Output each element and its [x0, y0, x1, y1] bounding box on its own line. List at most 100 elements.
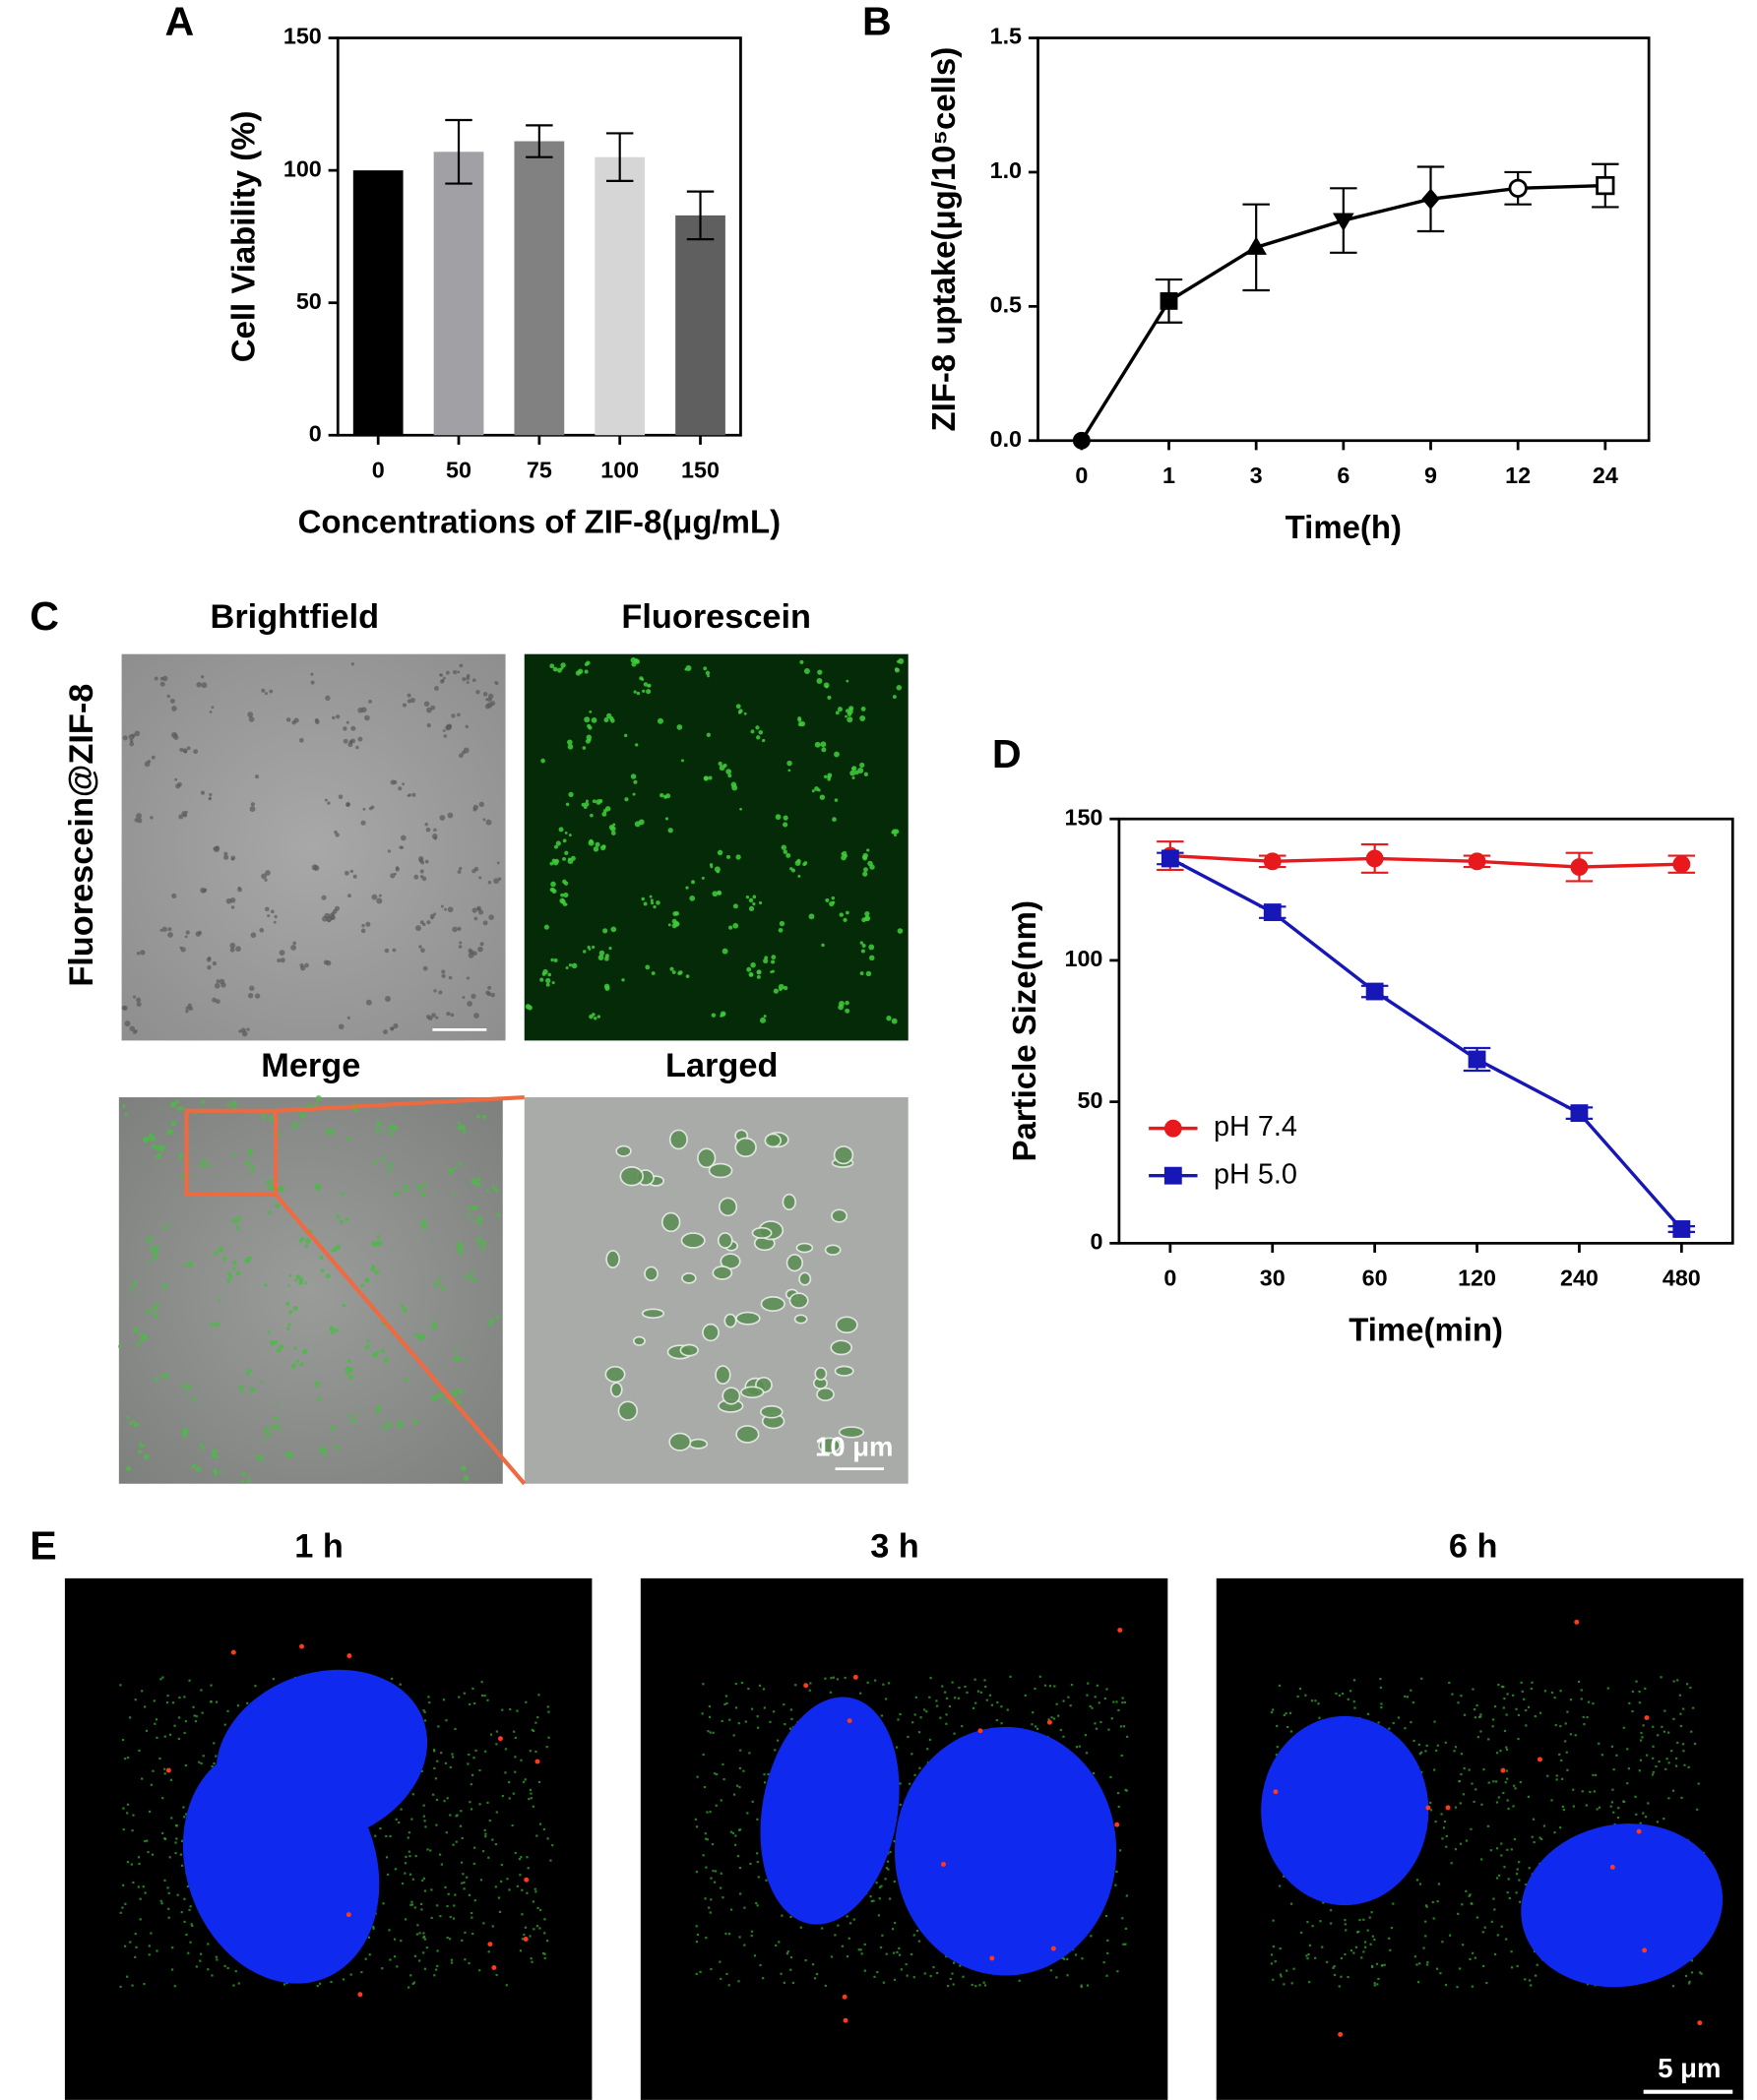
- cell: [137, 1339, 142, 1344]
- cell: [490, 992, 496, 998]
- speck: [1498, 1874, 1501, 1877]
- cell: [324, 912, 331, 919]
- cell: [418, 945, 422, 949]
- speck: [769, 1720, 772, 1723]
- y-axis-title: ZIF-8 uptake(μg/10⁵cells): [925, 47, 962, 432]
- speck: [122, 1828, 125, 1831]
- cell: [755, 725, 760, 730]
- speck: [1441, 1941, 1444, 1944]
- x-tick-label: 0: [1163, 1266, 1176, 1291]
- cell: [750, 729, 755, 734]
- cell: [487, 881, 492, 885]
- speck: [1690, 1959, 1693, 1962]
- cell: [763, 1015, 767, 1019]
- speck: [1644, 1816, 1648, 1819]
- cell: [748, 897, 754, 903]
- speck: [1586, 1983, 1590, 1986]
- speck: [459, 1824, 463, 1827]
- speck: [452, 1917, 456, 1920]
- speck: [1515, 1873, 1519, 1876]
- speck: [974, 1701, 977, 1704]
- speck: [783, 1703, 785, 1706]
- cell: [472, 804, 478, 811]
- cell: [645, 964, 651, 970]
- speck: [527, 1867, 530, 1870]
- speck: [213, 1742, 216, 1745]
- speck: [134, 1699, 137, 1701]
- cell: [145, 1239, 149, 1243]
- cell: [318, 1448, 324, 1452]
- speck: [395, 1818, 398, 1821]
- speck: [739, 1892, 742, 1895]
- cell: [314, 719, 320, 725]
- speck: [411, 1878, 414, 1881]
- cell: [433, 989, 437, 993]
- speck: [408, 1986, 410, 1989]
- speck: [1480, 1858, 1483, 1861]
- speck: [710, 1967, 713, 1971]
- cell: [457, 712, 461, 717]
- speck: [1366, 1712, 1370, 1715]
- cell: [827, 695, 832, 700]
- cell: [446, 723, 453, 730]
- speck: [535, 1834, 538, 1837]
- cell: [388, 1162, 394, 1167]
- speck: [917, 1731, 921, 1734]
- speck: [1586, 1715, 1589, 1719]
- speck: [897, 1718, 900, 1721]
- cell: [269, 1116, 275, 1122]
- cell: [558, 827, 564, 833]
- cell: [264, 906, 270, 912]
- x-tick-label: 60: [1362, 1266, 1388, 1291]
- panel-label: E: [30, 1523, 56, 1569]
- speck: [161, 1831, 164, 1835]
- speck: [984, 1685, 987, 1689]
- speck: [863, 1969, 866, 1972]
- speck: [415, 1933, 419, 1936]
- speck: [364, 1957, 367, 1960]
- speck: [1362, 1950, 1365, 1953]
- speck: [1642, 1724, 1645, 1727]
- speck: [1612, 1768, 1615, 1771]
- cell: [708, 775, 713, 780]
- cell: [835, 710, 840, 715]
- speck: [1465, 1839, 1469, 1842]
- cell: [494, 1188, 499, 1193]
- cell: [680, 759, 684, 763]
- cell: [443, 734, 448, 738]
- speck: [739, 1828, 742, 1831]
- speck: [1306, 1957, 1309, 1960]
- cell: [549, 861, 554, 866]
- speck: [1639, 1739, 1643, 1742]
- cell: [651, 971, 656, 975]
- speck: [977, 1728, 983, 1734]
- speck: [1109, 1775, 1112, 1779]
- cell: [364, 1277, 370, 1283]
- speck: [1612, 1811, 1615, 1814]
- speck: [1493, 1952, 1497, 1956]
- speck: [1506, 1777, 1509, 1780]
- x-tick-label: 480: [1663, 1266, 1701, 1291]
- speck: [1635, 1813, 1638, 1816]
- speck: [722, 1762, 724, 1766]
- speck: [495, 1811, 498, 1814]
- speck: [1566, 1768, 1569, 1771]
- speck: [1530, 1687, 1533, 1691]
- cell: [740, 1386, 765, 1398]
- speck: [1546, 1774, 1549, 1777]
- speck: [1110, 1717, 1113, 1720]
- speck: [119, 1911, 122, 1914]
- speck: [1574, 1619, 1580, 1625]
- cell: [752, 901, 756, 906]
- cell: [586, 660, 591, 665]
- speck: [1540, 1837, 1543, 1840]
- cell: [707, 674, 710, 678]
- speck: [469, 1801, 471, 1804]
- cell: [375, 1121, 382, 1127]
- speck: [1638, 1690, 1641, 1694]
- speck: [1288, 1711, 1292, 1714]
- speck: [141, 1777, 144, 1780]
- speck: [1469, 1893, 1472, 1896]
- speck: [411, 1982, 414, 1986]
- speck: [215, 1700, 219, 1703]
